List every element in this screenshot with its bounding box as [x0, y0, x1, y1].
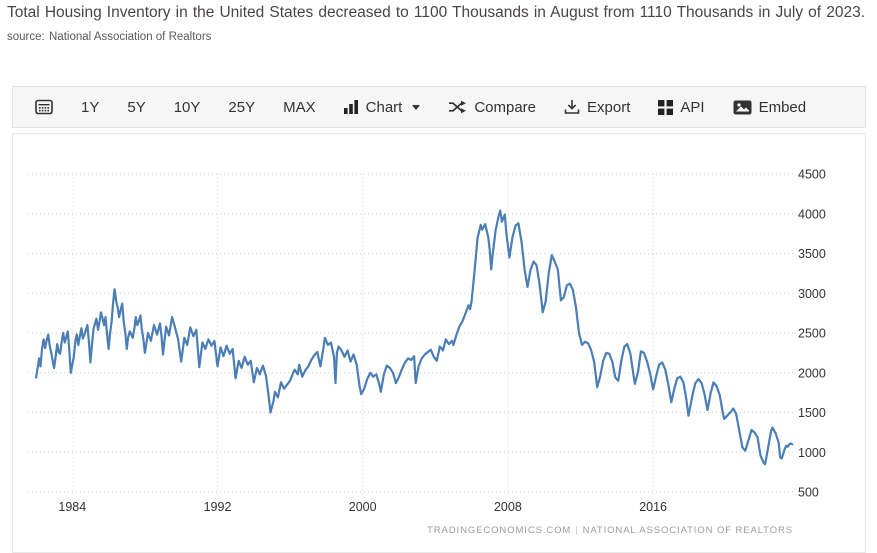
toolbar-button-label: MAX	[283, 98, 316, 116]
x-axis-tick-label: 2016	[639, 500, 667, 514]
x-axis-tick-label: 2008	[494, 500, 522, 514]
y-axis-tick-label: 500	[798, 486, 819, 500]
toolbar-button-chart[interactable]: Chart	[330, 87, 435, 127]
y-axis-tick-label: 1000	[798, 446, 826, 460]
bar-chart-icon	[343, 100, 359, 114]
attribution: TRADINGECONOMICS.COM | NATIONAL ASSOCIATIO…	[427, 525, 793, 536]
y-axis-tick-label: 2000	[798, 366, 826, 380]
title-text: Total Housing Inventory in the United St…	[7, 4, 865, 21]
toolbar-button-label: 5Y	[127, 98, 146, 116]
source-label: source:	[7, 31, 45, 43]
toolbar-button-label: 1Y	[81, 98, 100, 116]
download-icon	[564, 99, 580, 115]
toolbar-button-calendar[interactable]	[21, 87, 67, 127]
toolbar-button-10y[interactable]: 10Y	[160, 87, 215, 127]
y-axis-tick-label: 2500	[798, 327, 826, 341]
y-axis-tick-label: 3000	[798, 287, 826, 301]
source-name: National Association of Realtors	[49, 31, 212, 43]
chart-container: 500 1000 1500 2000 2500 3000 3500 4000 4500 1984 1…	[12, 133, 866, 553]
toolbar-button-export[interactable]: Export	[550, 87, 644, 127]
y-axis-tick-label: 1500	[798, 406, 826, 420]
x-axis-tick-label: 2000	[349, 500, 377, 514]
attribution-separator: |	[575, 525, 579, 536]
toolbar-button-25y[interactable]: 25Y	[214, 87, 269, 127]
toolbar-button-label: Chart	[365, 98, 403, 116]
toolbar-button-compare[interactable]: Compare	[434, 87, 550, 127]
chevron-down-icon	[412, 104, 421, 110]
attribution-tradingeconomics: TRADINGECONOMICS.COM	[427, 525, 572, 536]
attribution-nar: NATIONAL ASSOCIATION OF REALTORS	[582, 525, 793, 536]
toolbar-button-label: Export	[587, 98, 631, 116]
y-axis-tick-label: 4000	[798, 207, 826, 221]
toolbar-button-label: 10Y	[173, 98, 201, 116]
y-axis-tick-label: 4500	[798, 168, 826, 182]
toolbar-button-label: 25Y	[228, 98, 256, 116]
compare-icon	[448, 100, 467, 114]
toolbar-button-max[interactable]: MAX	[269, 87, 330, 127]
toolbar: 1Y 5Y 10Y 25Y MAX Chart Compare Export API Embed	[12, 86, 866, 128]
calendar-icon	[35, 99, 53, 115]
toolbar-button-label: API	[680, 98, 705, 116]
toolbar-button-label: Embed	[758, 98, 807, 116]
y-axis-tick-label: 3500	[798, 247, 826, 261]
housing-inventory-line-chart[interactable]: 500 1000 1500 2000 2500 3000 3500 4000 4500 1984 1…	[13, 134, 865, 552]
toolbar-button-1y[interactable]: 1Y	[67, 87, 113, 127]
toolbar-button-embed[interactable]: Embed	[719, 87, 821, 127]
toolbar-button-label: Compare	[474, 98, 537, 116]
x-axis-tick-label: 1992	[204, 500, 232, 514]
api-grid-icon	[658, 99, 674, 115]
x-axis-tick-label: 1984	[58, 500, 86, 514]
image-icon	[733, 100, 752, 115]
page-title: Total Housing Inventory in the United St…	[7, 1, 865, 49]
toolbar-button-api[interactable]: API	[644, 87, 718, 127]
toolbar-button-5y[interactable]: 5Y	[113, 87, 159, 127]
housing-inventory-series-line	[34, 209, 794, 466]
